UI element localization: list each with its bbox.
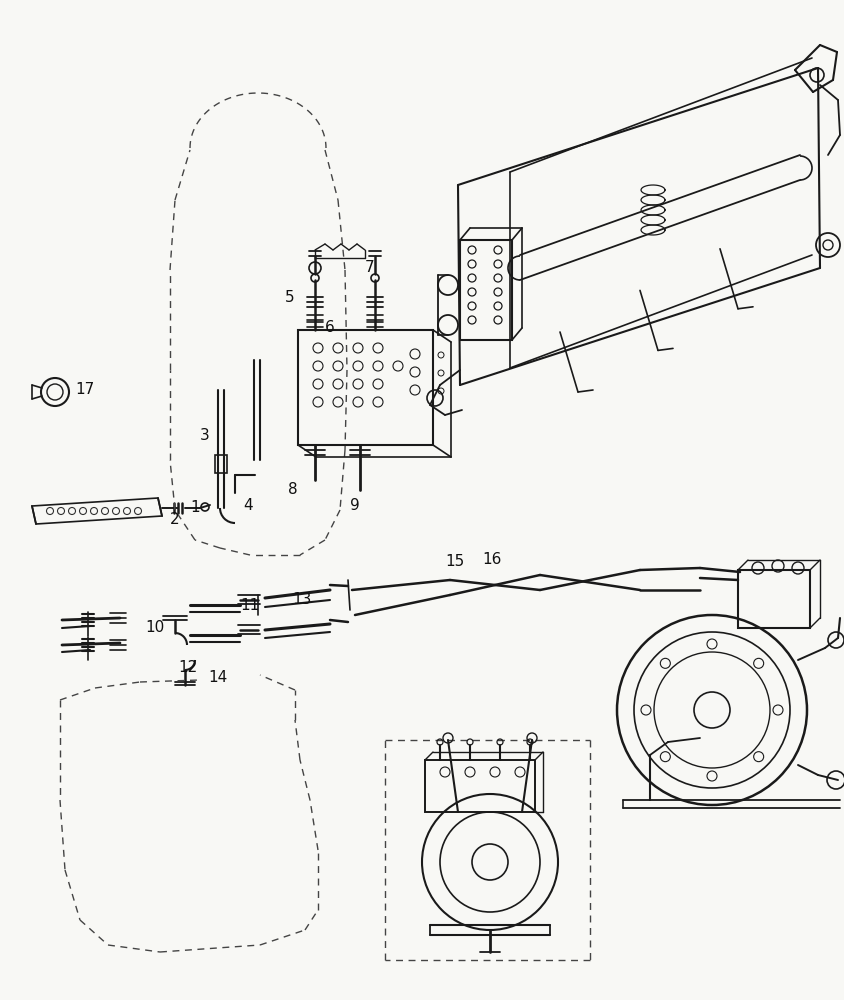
Bar xyxy=(298,330,433,445)
Text: 4: 4 xyxy=(243,497,253,512)
Text: 16: 16 xyxy=(482,552,501,568)
Text: 14: 14 xyxy=(208,670,228,686)
Text: 8: 8 xyxy=(288,483,298,497)
Text: 12: 12 xyxy=(178,660,197,676)
Text: 13: 13 xyxy=(292,592,311,607)
Bar xyxy=(460,240,512,340)
Text: 9: 9 xyxy=(350,497,360,512)
Text: 6: 6 xyxy=(325,320,335,336)
Bar xyxy=(215,455,227,473)
Text: 10: 10 xyxy=(145,619,165,635)
Text: 1: 1 xyxy=(190,500,200,516)
Text: 3: 3 xyxy=(200,428,210,442)
Text: 2: 2 xyxy=(170,512,180,528)
Text: 7: 7 xyxy=(365,260,375,275)
Bar xyxy=(738,570,810,628)
Text: 17: 17 xyxy=(75,382,95,397)
Text: 11: 11 xyxy=(241,598,260,613)
Bar xyxy=(425,760,535,812)
Text: 15: 15 xyxy=(446,554,465,570)
Text: 5: 5 xyxy=(285,290,295,306)
